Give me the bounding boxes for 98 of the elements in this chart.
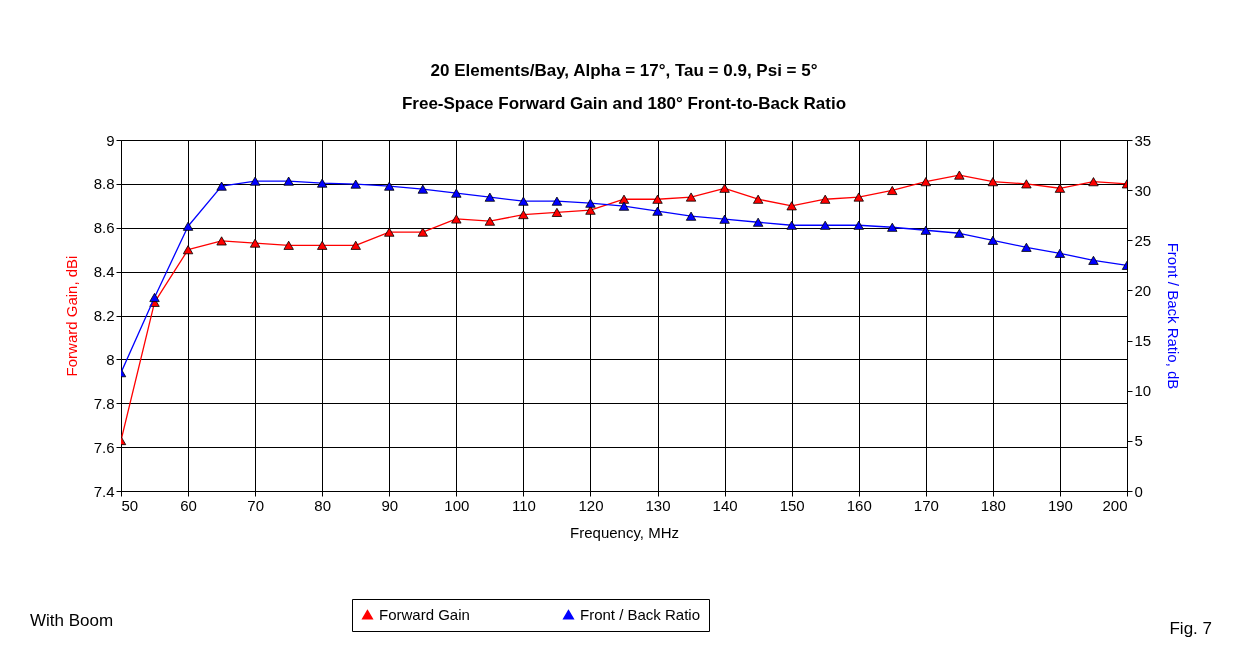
point [987, 235, 999, 245]
y2-tick-label: 20 [1134, 281, 1152, 299]
point [283, 240, 294, 250]
chart-title: 20 Elements/Bay, Alpha = 17°, Tau = 0.9, Psi = 5° [430, 61, 818, 80]
point [786, 201, 797, 211]
point [182, 221, 194, 231]
point [1021, 242, 1032, 252]
point [149, 292, 160, 302]
y2-tick-label: 30 [1134, 181, 1152, 199]
point [1054, 183, 1066, 193]
x-tick-label: 120 [578, 496, 604, 514]
point [451, 188, 462, 198]
y-tick-label: 8 [106, 350, 115, 368]
point [585, 198, 596, 208]
point [518, 210, 529, 220]
point [1088, 255, 1099, 265]
point [1054, 248, 1066, 258]
point [987, 177, 999, 187]
point [451, 214, 462, 224]
x-tick-label: 70 [247, 496, 264, 514]
x-tick-label: 50 [121, 496, 139, 514]
point [551, 196, 563, 206]
x-tick-label: 170 [913, 496, 939, 514]
point [719, 214, 730, 224]
point [685, 192, 697, 202]
x-tick-label: 90 [381, 496, 399, 514]
point [350, 240, 361, 250]
y2-tick-label: 35 [1134, 131, 1152, 149]
point [484, 216, 496, 226]
point [249, 176, 261, 186]
y2-tick-label: 5 [1134, 432, 1143, 450]
y2-tick-label: 0 [1134, 482, 1143, 500]
point [652, 206, 663, 216]
point [652, 194, 663, 204]
x-tick-label: 150 [779, 496, 805, 514]
y-tick-label: 7.8 [93, 394, 115, 412]
y-tick-label: 7.4 [93, 482, 115, 500]
point [618, 201, 630, 211]
legend-label: Forward Gain [379, 605, 470, 623]
x-tick-label: 180 [980, 496, 1006, 514]
point [618, 194, 630, 204]
text: With Boom [30, 611, 114, 630]
y-tick-label: 8.8 [93, 175, 115, 193]
y2-tick-label: 25 [1134, 231, 1152, 249]
point [752, 194, 764, 204]
point [820, 194, 831, 204]
point [820, 220, 831, 230]
x-tick-label: 200 [1102, 496, 1128, 514]
x-tick-label: 100 [444, 496, 470, 514]
point [685, 211, 697, 221]
x-tick-label: 190 [1047, 496, 1073, 514]
point [384, 227, 395, 237]
point [1021, 179, 1032, 189]
caption: Fig. 7 [1169, 619, 1212, 638]
x-tick-label: 80 [314, 496, 332, 514]
point [484, 192, 496, 202]
point [752, 217, 764, 227]
point [853, 220, 864, 230]
y2-axis-title: Front / Back Ratio, dB [1165, 242, 1183, 390]
point [384, 181, 395, 191]
y-tick-label: 8.2 [93, 307, 115, 324]
y-tick-label: 7.6 [93, 438, 115, 456]
point [417, 227, 428, 237]
point [317, 178, 328, 188]
point [887, 222, 898, 232]
point [518, 196, 529, 206]
point [350, 179, 361, 189]
point [551, 207, 563, 217]
point [216, 236, 227, 246]
point [216, 181, 227, 191]
y2-tick-label: 15 [1134, 332, 1152, 350]
x-tick-label: 130 [645, 496, 671, 514]
point [954, 228, 965, 238]
point [853, 192, 864, 202]
point [786, 220, 797, 230]
x-tick-label: 110 [511, 496, 536, 514]
y-tick-label: 8.4 [93, 263, 115, 281]
x-tick-label: 60 [180, 496, 197, 514]
point [887, 185, 898, 195]
y2-tick-label: 10 [1134, 382, 1152, 400]
point [954, 170, 965, 180]
x-tick-label: 140 [712, 496, 738, 514]
y-tick-label: 8.6 [93, 219, 115, 237]
point [920, 177, 931, 187]
point [1088, 177, 1099, 187]
point [249, 238, 261, 248]
x-tick-label: 160 [846, 496, 872, 514]
point [719, 183, 730, 193]
point [283, 176, 294, 186]
y-tick-label: 9 [106, 131, 115, 149]
legend-label: Front / Back Ratio [580, 605, 701, 623]
chart-subtitle: Free-Space Forward Gain and 180° Front-to-Back Ratio [401, 94, 847, 113]
y-axis-title: Forward Gain, dBi [62, 255, 80, 377]
point [182, 245, 194, 255]
point [417, 184, 428, 194]
point [920, 225, 931, 235]
point [317, 240, 328, 250]
x-axis-title: Frequency, MHz [570, 523, 679, 541]
